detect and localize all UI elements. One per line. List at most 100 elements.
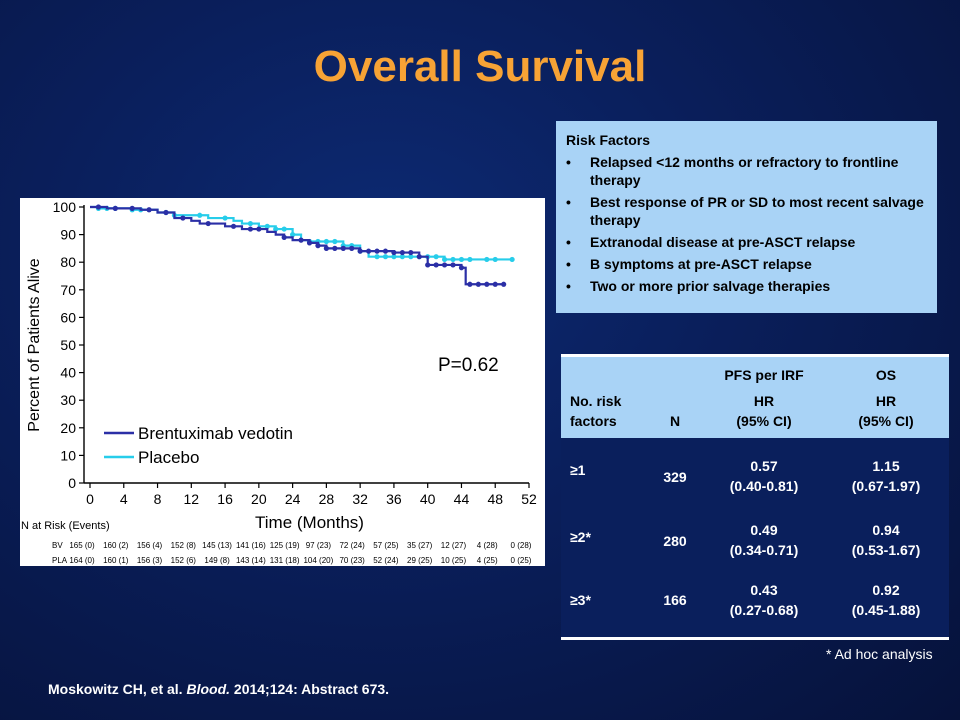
y-tick-label: 50 [60, 337, 76, 353]
censor-mark [484, 256, 490, 263]
risk-factor-text: Best response of PR or SD to most recent… [590, 194, 924, 228]
risk-factors-box: Risk Factors • Relapsed <12 months or ref… [556, 121, 937, 313]
y-tick-label: 0 [68, 475, 76, 491]
at-risk-value: 0 (25) [511, 556, 532, 565]
censor-mark [492, 281, 498, 287]
censor-mark [222, 215, 228, 221]
x-tick-label: 24 [285, 491, 301, 507]
at-risk-value: 70 (23) [339, 556, 365, 565]
at-risk-value: 143 (14) [236, 556, 266, 565]
x-tick-label: 12 [184, 491, 200, 507]
at-risk-value: 97 (23) [306, 541, 332, 550]
censor-mark [112, 205, 118, 211]
citation: Moskowitz CH, et al. Blood. 2014;124: Ab… [48, 681, 389, 697]
x-tick-label: 8 [154, 491, 162, 507]
x-tick-label: 16 [217, 491, 233, 507]
citation-journal: Blood. [186, 681, 231, 697]
at-risk-row-label: PLA [52, 556, 68, 565]
y-tick-label: 10 [60, 447, 76, 463]
row-pfs-ci: (0.40-0.81) [729, 478, 799, 494]
censor-mark [332, 245, 338, 251]
at-risk-value: 152 (8) [171, 541, 197, 550]
bullet-icon: • [566, 256, 571, 272]
survival-chart-panel: 0 10 20 30 40 50 60 70 80 90 100 0 4 8 12 16 20 24 28 32 36 4… [20, 198, 545, 566]
censor-mark [475, 281, 481, 287]
row-os-ci: (0.67-1.97) [851, 478, 921, 494]
citation-details: 2014;124: Abstract 673. [233, 681, 390, 697]
censor-mark [256, 226, 262, 232]
censor-mark [197, 212, 203, 218]
x-tick-label: 0 [86, 491, 94, 507]
header-os-hr: HR [875, 393, 897, 409]
legend-label: Brentuximab vedotin [138, 424, 293, 443]
censor-mark [382, 254, 389, 260]
citation-authors: Moskowitz CH, et al. [48, 681, 183, 697]
censor-mark [357, 248, 363, 254]
x-tick-label: 36 [386, 491, 402, 507]
header-pfs-hr: HR [753, 393, 775, 409]
censor-mark [306, 240, 313, 246]
censor-mark [399, 254, 405, 260]
y-tick-label: 40 [60, 365, 76, 381]
at-risk-value: 4 (28) [477, 541, 498, 550]
row-pfs-hr: 0.49 [750, 522, 778, 538]
header-n: N [669, 413, 681, 429]
at-risk-value: 156 (3) [137, 556, 163, 565]
x-tick-label: 52 [521, 491, 537, 507]
at-risk-value: 164 (0) [69, 556, 95, 565]
censor-mark [163, 209, 169, 216]
censor-mark [281, 234, 287, 240]
row-pfs-hr: 0.43 [750, 582, 778, 598]
censor-mark [374, 248, 380, 254]
at-risk-value: 0 (28) [511, 541, 532, 550]
table-body: ≥1 329 0.57 (0.40-0.81) 1.15 (0.67-1.97)… [561, 438, 949, 640]
header-pfs-title: PFS per IRF [724, 367, 804, 383]
risk-factor-item: • Best response of PR or SD to most recen… [566, 193, 927, 229]
censor-mark [230, 223, 237, 229]
at-risk-value: 35 (27) [407, 541, 433, 550]
risk-factor-text: B symptoms at pre-ASCT relapse [590, 256, 812, 272]
risk-factor-item: • Extranodal disease at pre-ASCT relapse [566, 233, 927, 251]
censor-mark [146, 207, 152, 213]
at-risk-value: 125 (19) [270, 541, 300, 550]
row-pfs-ci: (0.27-0.68) [729, 602, 799, 618]
row-factors: ≥2* [570, 529, 591, 545]
row-os-hr: 1.15 [872, 458, 900, 474]
censor-mark [382, 248, 389, 254]
at-risk-value: 57 (25) [373, 541, 399, 550]
row-n: 329 [663, 469, 687, 485]
at-risk-value: 4 (25) [477, 556, 498, 565]
risk-factor-item: • Two or more prior salvage therapies [566, 277, 927, 295]
x-tick-label: 32 [352, 491, 368, 507]
x-tick-label: 48 [487, 491, 503, 507]
censor-mark [425, 262, 431, 268]
censor-mark [281, 226, 287, 232]
row-os-ci: (0.53-1.67) [851, 542, 921, 558]
risk-factor-text: Two or more prior salvage therapies [590, 278, 831, 294]
censor-mark [450, 256, 456, 263]
row-pfs-ci: (0.34-0.71) [729, 542, 799, 558]
row-n: 280 [663, 533, 687, 549]
risk-factor-text: Extranodal disease at pre-ASCT relapse [590, 234, 856, 250]
censor-mark [509, 256, 515, 263]
x-tick-label: 40 [420, 491, 436, 507]
censor-mark [129, 205, 135, 211]
censor-mark [501, 281, 507, 287]
censor-mark [492, 256, 498, 263]
censor-mark [458, 256, 465, 263]
censor-mark [247, 220, 254, 227]
censor-mark [391, 249, 397, 256]
censor-mark [408, 254, 414, 260]
at-risk-value: 152 (6) [171, 556, 197, 565]
censor-mark [323, 238, 329, 245]
legend-label: Placebo [138, 448, 199, 467]
at-risk-value: 10 (25) [441, 556, 467, 565]
censor-mark [458, 265, 465, 271]
header-risk-factors-line1: No. risk [570, 393, 622, 409]
p-value-annotation: P=0.62 [438, 355, 499, 376]
bullet-icon: • [566, 234, 571, 250]
risk-factor-text: Relapsed <12 months or refractory to fro… [590, 154, 899, 188]
y-tick-label: 80 [60, 254, 76, 270]
x-axis-label: Time (Months) [255, 513, 364, 532]
y-axis-label: Percent of Patients Alive [26, 258, 43, 432]
